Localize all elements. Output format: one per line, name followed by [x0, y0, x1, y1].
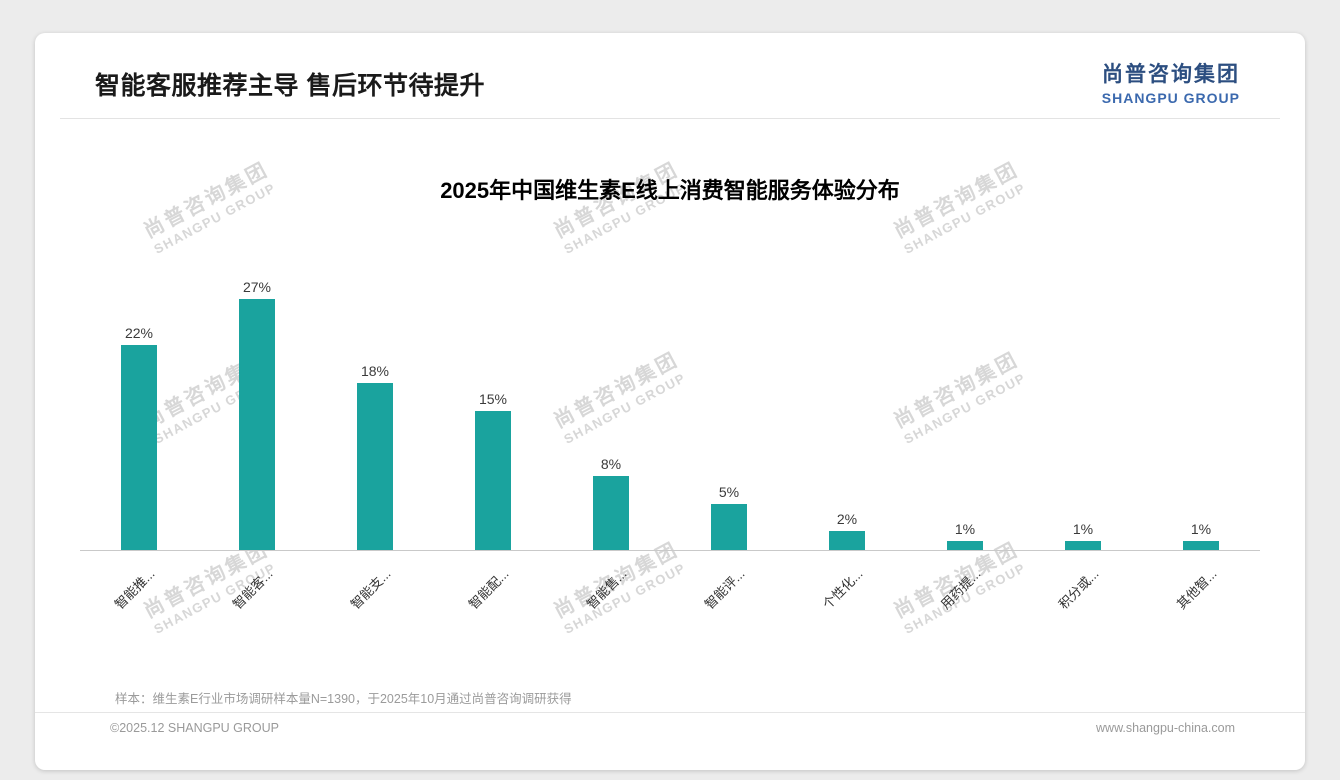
bar-value-label: 15% — [478, 390, 508, 407]
bar-value-label: 8% — [600, 455, 622, 472]
bar-value-label: 1% — [954, 520, 976, 537]
bar-value-label: 2% — [836, 511, 858, 528]
category-cell: 智能推... — [80, 552, 198, 657]
category-label: 个性化... — [819, 566, 866, 612]
category-cell: 智能评... — [670, 552, 788, 657]
bar — [711, 503, 747, 550]
category-cell: 智能售... — [552, 552, 670, 657]
slide-card: 尚普咨询集团 SHANGPU GROUP 尚普咨询集团 SHANGPU GROUP 尚普… — [35, 33, 1305, 770]
bar-column: 15% — [434, 271, 552, 550]
category-label: 用药提... — [937, 566, 984, 612]
category-cell: 智能配... — [434, 552, 552, 657]
logo-chinese-text: 尚普咨询集团 — [1102, 63, 1240, 86]
category-label: 智能支... — [347, 566, 394, 612]
bar — [239, 298, 275, 550]
chart-category-row: 智能推... 智能客... 智能支... 智能配... 智能售... 智能评... 个性化.… — [80, 552, 1260, 657]
chart-plot-area: 22% 27% 18% 15% 8% 5% 2% 1% 1% 1% — [80, 271, 1260, 551]
category-label: 智能评... — [701, 566, 748, 612]
bar — [121, 345, 157, 550]
category-label: 积分或... — [1055, 566, 1102, 612]
bar-value-label: 5% — [718, 483, 740, 500]
category-label: 智能客... — [229, 566, 276, 612]
bar — [593, 475, 629, 550]
bar — [829, 531, 865, 550]
category-cell: 其他智... — [1142, 552, 1260, 657]
bar-column: 1% — [1024, 271, 1142, 550]
bar-column: 27% — [198, 271, 316, 550]
bar-column: 22% — [80, 271, 198, 550]
bar — [947, 540, 983, 550]
sample-note: 样本：维生素E行业市场调研样本量N=1390，于2025年10月通过尚普咨询调研… — [115, 692, 572, 706]
bar-column: 5% — [670, 271, 788, 550]
watermark: 尚普咨询集团 SHANGPU GROUP — [138, 153, 281, 256]
category-cell: 用药提... — [906, 552, 1024, 657]
category-label: 智能推... — [111, 566, 158, 612]
bar-value-label: 1% — [1072, 520, 1094, 537]
copyright-text: ©2025.12 SHANGPU GROUP — [110, 721, 279, 735]
bar — [1065, 540, 1101, 550]
watermark: 尚普咨询集团 SHANGPU GROUP — [888, 153, 1031, 256]
bar-column: 1% — [906, 271, 1024, 550]
bar-column: 18% — [316, 271, 434, 550]
bar-value-label: 22% — [124, 325, 154, 342]
bar — [357, 382, 393, 550]
bar-value-label: 27% — [242, 278, 272, 295]
bar-value-label: 1% — [1190, 520, 1212, 537]
bar-column: 1% — [1142, 271, 1260, 550]
category-cell: 积分或... — [1024, 552, 1142, 657]
company-logo: 尚普咨询集团 SHANGPU GROUP — [1102, 58, 1240, 106]
category-label: 其他智... — [1173, 566, 1220, 612]
bar — [1183, 540, 1219, 550]
category-cell: 个性化... — [788, 552, 906, 657]
bar — [475, 410, 511, 550]
logo-english-text: SHANGPU GROUP — [1101, 90, 1240, 106]
website-link: www.shangpu-china.com — [1096, 721, 1235, 735]
bar-value-label: 18% — [360, 362, 390, 379]
category-cell: 智能客... — [198, 552, 316, 657]
footer-divider — [35, 712, 1305, 713]
slide-footer: ©2025.12 SHANGPU GROUP www.shangpu-china… — [110, 721, 1235, 735]
chart-title: 2025年中国维生素E线上消费智能服务体验分布 — [440, 178, 900, 203]
watermark: 尚普咨询集团 SHANGPU GROUP — [548, 153, 691, 256]
page-title: 智能客服推荐主导 售后环节待提升 — [95, 72, 485, 100]
category-cell: 智能支... — [316, 552, 434, 657]
bar-column: 2% — [788, 271, 906, 550]
category-label: 智能配... — [465, 566, 512, 612]
category-label: 智能售... — [583, 566, 630, 612]
bar-column: 8% — [552, 271, 670, 550]
header-divider — [60, 118, 1280, 119]
